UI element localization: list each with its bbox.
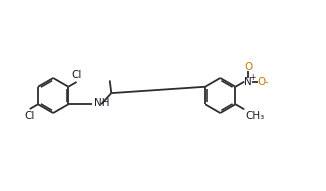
Text: CH₃: CH₃: [245, 111, 264, 121]
Text: Cl: Cl: [24, 111, 35, 121]
Text: -: -: [264, 77, 268, 87]
Text: Cl: Cl: [72, 70, 82, 80]
Text: O: O: [257, 77, 266, 87]
Text: NH: NH: [94, 98, 109, 108]
Text: +: +: [249, 73, 256, 82]
Text: O: O: [244, 62, 252, 72]
Text: N: N: [244, 77, 252, 87]
